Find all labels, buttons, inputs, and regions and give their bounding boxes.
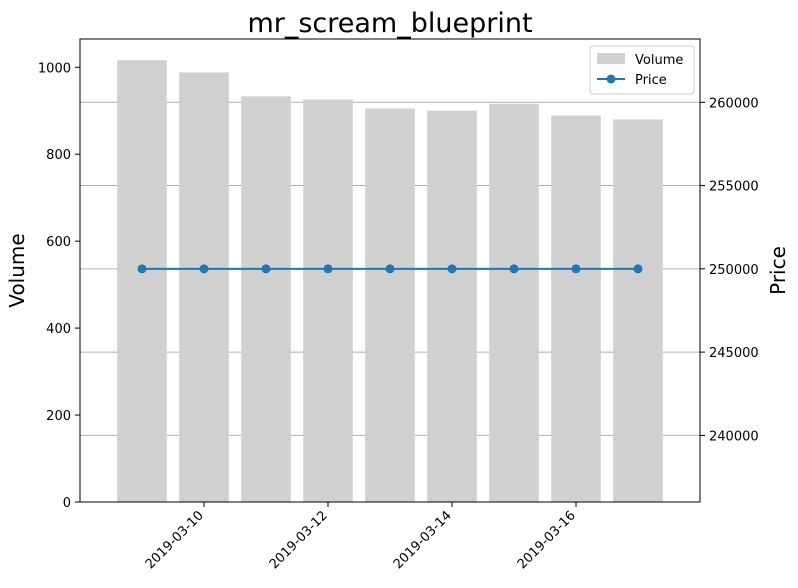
- legend-swatch-volume: [597, 53, 625, 64]
- bar: [551, 115, 601, 502]
- price-point: [633, 264, 643, 274]
- price-point: [385, 264, 395, 274]
- y2-tick-label: 245000: [709, 346, 759, 361]
- y2-axis-title: Price: [766, 246, 790, 295]
- right-axis: 240000 245000 250000 255000 260000: [700, 96, 759, 444]
- x-tick-label: 2019-03-16: [515, 508, 579, 572]
- y-tick-label: 600: [46, 235, 71, 250]
- y-tick-label: 1000: [38, 61, 71, 76]
- legend-marker-price: [606, 74, 616, 84]
- y-tick-label: 0: [63, 496, 71, 511]
- y2-tick-label: 255000: [709, 180, 759, 195]
- bar: [489, 103, 539, 503]
- price-point: [323, 264, 333, 274]
- bar: [303, 99, 353, 502]
- bar: [613, 119, 663, 502]
- price-point: [447, 264, 457, 274]
- bar: [117, 60, 167, 503]
- x-tick-label: 2019-03-12: [267, 508, 331, 572]
- y-tick-label: 800: [46, 148, 71, 163]
- chart-title: mr_scream_blueprint: [247, 8, 532, 39]
- y-tick-label: 400: [46, 322, 71, 337]
- price-point: [571, 264, 581, 274]
- x-tick-label: 2019-03-14: [391, 508, 455, 572]
- y-tick-label: 200: [46, 409, 71, 424]
- volume-bars: [117, 60, 663, 503]
- legend: Volume Price: [589, 45, 695, 95]
- plot-frame: [79, 38, 701, 503]
- y2-tick-label: 250000: [709, 263, 759, 278]
- legend-label-price: Price: [635, 73, 667, 88]
- price-point: [199, 264, 209, 274]
- y2-tick-label: 240000: [709, 429, 759, 444]
- price-point: [261, 264, 271, 274]
- price-point: [509, 264, 519, 274]
- legend-label-volume: Volume: [635, 53, 683, 68]
- bottom-axis: 2019-03-10 2019-03-12 2019-03-14 2019-03-16: [143, 502, 579, 572]
- price-line-series: [137, 264, 643, 274]
- x-tick-label: 2019-03-10: [143, 508, 207, 572]
- y2-tick-label: 260000: [709, 96, 759, 111]
- bar: [365, 108, 415, 502]
- left-axis: 0 200 400 600 800 1000: [38, 61, 80, 511]
- price-point: [137, 264, 147, 274]
- bar: [427, 110, 477, 502]
- bar: [241, 96, 291, 502]
- bar: [179, 72, 229, 502]
- y-axis-title: Volume: [5, 233, 29, 307]
